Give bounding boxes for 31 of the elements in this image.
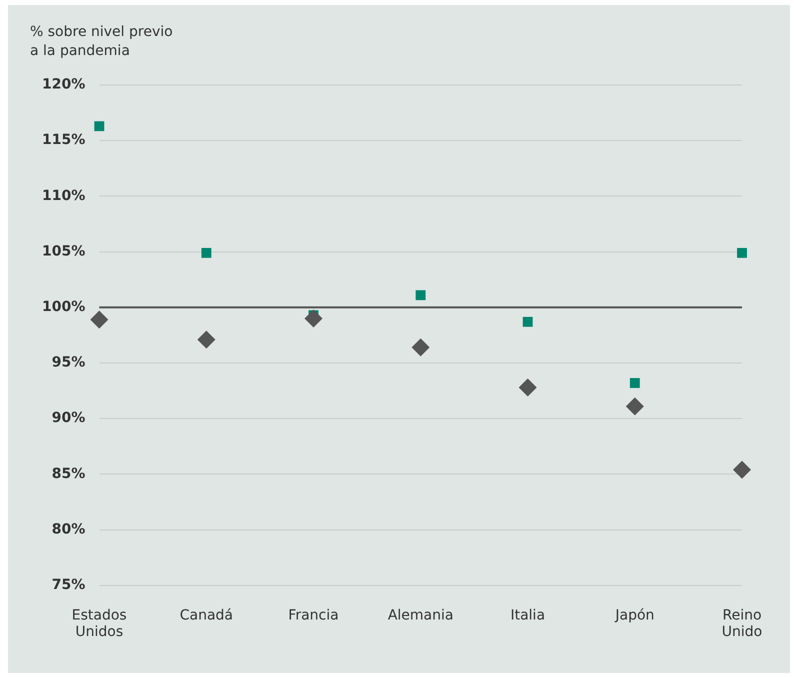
y-tick-label: 80% <box>52 521 86 538</box>
point <box>737 248 747 258</box>
point <box>630 378 640 388</box>
y-tick-label: 110% <box>42 188 86 204</box>
y-tick-label: 95% <box>52 354 86 371</box>
y-tick-label: 120% <box>42 76 86 93</box>
point <box>416 290 426 300</box>
point <box>304 310 322 328</box>
y-tick-label: 90% <box>52 410 86 426</box>
point <box>412 338 430 356</box>
y-tick-label: 85% <box>52 466 86 482</box>
point <box>90 310 108 329</box>
y-axis-title: % sobre nivel previo a la pandemia <box>30 23 173 61</box>
y-tick-label: 100% <box>42 299 86 316</box>
y-tick-label: 75% <box>52 577 86 594</box>
point <box>201 248 212 258</box>
point <box>518 378 537 396</box>
point <box>94 121 104 132</box>
point <box>733 460 751 479</box>
point <box>626 397 644 416</box>
y-tick-label: 115% <box>42 132 86 148</box>
point <box>522 316 533 327</box>
point <box>197 330 216 349</box>
x-tick-label: Japón <box>614 607 654 624</box>
x-tick-label: Estados Unidos <box>72 607 127 640</box>
x-tick-label: Canadá <box>180 607 234 624</box>
x-tick-label: Italia <box>510 607 546 624</box>
y-tick-label: 105% <box>42 243 86 260</box>
x-tick-label: Alemania <box>388 607 454 624</box>
x-tick-label: Francia <box>288 607 339 624</box>
x-tick-label: Reino Unido <box>722 607 762 640</box>
